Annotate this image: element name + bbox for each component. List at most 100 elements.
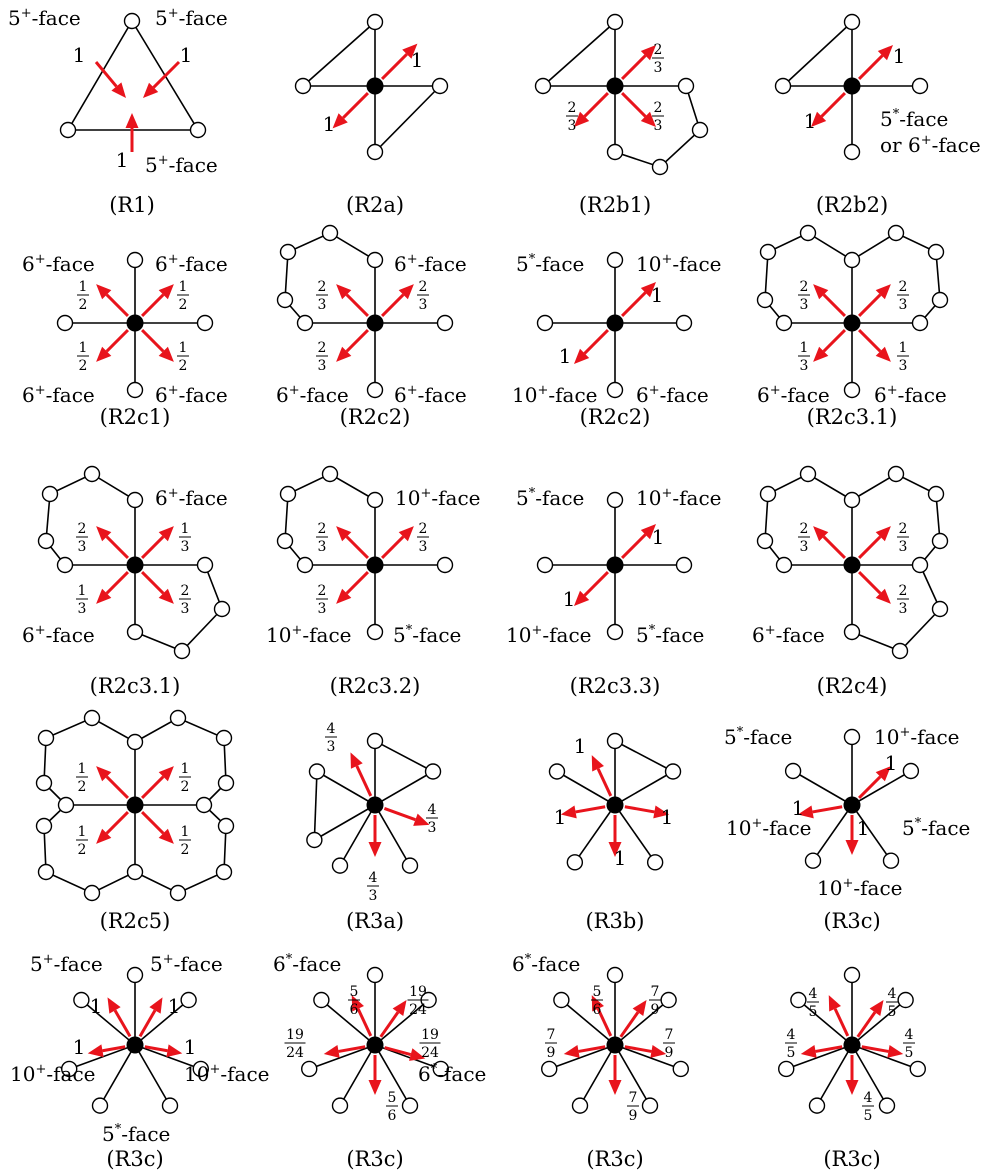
svg-text:1: 1 (78, 583, 87, 599)
graph-vertex (878, 1097, 896, 1114)
graph-edge (851, 1044, 888, 1107)
graph-vertex (534, 77, 552, 95)
face-type-label: or 6+-face (880, 133, 981, 157)
graph-vertex (641, 1097, 659, 1114)
svg-text:6: 6 (350, 1002, 359, 1018)
svg-text:1: 1 (179, 279, 188, 295)
charge-arrow (624, 1045, 667, 1058)
svg-text:1: 1 (651, 283, 664, 307)
svg-text:2: 2 (318, 340, 327, 356)
graph-vertex (664, 763, 682, 780)
graph-vertex (57, 796, 75, 814)
graph-edge (80, 999, 136, 1046)
svg-text:3: 3 (181, 539, 190, 555)
svg-text:1: 1 (184, 1035, 197, 1059)
svg-text:6: 6 (388, 1108, 397, 1124)
graph-vertex (126, 966, 144, 984)
center-vertex (366, 314, 384, 332)
svg-text:4: 4 (864, 1090, 873, 1106)
graph-vertex (126, 491, 144, 509)
charge-arrow (323, 1045, 366, 1058)
charge-value: 1 (180, 43, 193, 67)
svg-text:3: 3 (78, 539, 87, 555)
face-type-label: 6+-face (22, 383, 95, 407)
svg-text:3: 3 (181, 601, 190, 617)
graph-vertex (931, 291, 949, 309)
graph-vertex (213, 600, 231, 618)
charge-value: 45 (903, 1027, 915, 1061)
center-vertex (606, 77, 624, 95)
svg-text:2: 2 (899, 279, 908, 295)
svg-text:3: 3 (899, 539, 908, 555)
graph-vertex (73, 991, 90, 1009)
center-vertex (606, 1036, 624, 1054)
svg-text:1: 1 (885, 751, 898, 775)
charge-value: 56 (386, 1090, 398, 1124)
svg-text:3: 3 (568, 118, 577, 134)
rule-caption: (R3c) (823, 1147, 880, 1171)
svg-text:5: 5 (593, 984, 602, 1000)
center-vertex (606, 796, 624, 814)
svg-text:1: 1 (563, 587, 576, 611)
face-type-label: 5*-face (636, 623, 704, 647)
charge-arrow (381, 526, 414, 559)
face-type-label: 5+-face (150, 952, 223, 976)
center-vertex (366, 796, 384, 814)
svg-text:3: 3 (318, 539, 327, 555)
charge-value: 1 (804, 109, 817, 133)
svg-text:2: 2 (419, 521, 428, 537)
svg-text:1: 1 (800, 340, 809, 356)
charge-arrow (797, 805, 843, 819)
graph-vertex (83, 884, 101, 902)
rule-caption: (R2c3.1) (807, 405, 898, 429)
graph-edge (782, 21, 853, 87)
graph-vertex (756, 532, 774, 550)
graph-edge (851, 1044, 919, 1070)
graph-vertex (843, 143, 861, 161)
face-type-label: 6+-face (752, 623, 825, 647)
rule-panel: 5*-face 10+-face 10+-face 6+-face 1 1 (R2c2) (512, 251, 721, 429)
graph-vertex (83, 465, 101, 483)
graph-vertex (436, 556, 454, 574)
svg-text:1: 1 (181, 521, 190, 537)
charge-arrow (350, 752, 373, 797)
graph-edge (548, 1044, 616, 1070)
face-type-label: 6*-face (512, 952, 580, 976)
svg-text:3: 3 (800, 539, 809, 555)
face-type-label: 6+-face (22, 252, 95, 276)
charge-arrow (141, 526, 174, 559)
graph-vertex (553, 991, 570, 1009)
graph-vertex (37, 863, 55, 881)
center-vertex (843, 1036, 861, 1054)
graph-edge (68, 1044, 136, 1070)
svg-text:2: 2 (78, 779, 87, 795)
charge-value: 56 (591, 984, 603, 1018)
charge-value: 23 (897, 279, 909, 313)
svg-text:19: 19 (421, 1027, 439, 1043)
face-type-label: 6+-face (874, 383, 947, 407)
svg-text:24: 24 (409, 1002, 427, 1018)
graph-edge (374, 804, 411, 867)
graph-edge (812, 804, 853, 862)
svg-text:3: 3 (78, 601, 87, 617)
svg-text:9: 9 (651, 1002, 660, 1018)
rule-caption: (R2c4) (817, 674, 888, 698)
charge-value: 1 (652, 525, 665, 549)
charge-value: 1 (661, 805, 674, 829)
graph-edge (785, 1044, 853, 1070)
charge-value: 23 (566, 100, 578, 134)
svg-text:1: 1 (78, 761, 87, 777)
charge-arrow (858, 571, 891, 604)
face-type-label: 10+-face (184, 1062, 269, 1086)
graph-vertex (126, 623, 144, 641)
graph-edge (308, 1044, 376, 1070)
face-type-label: 10+-face (512, 383, 597, 407)
graph-vertex (756, 291, 774, 309)
rule-caption: (R2b2) (816, 193, 888, 217)
graph-edge (579, 1044, 616, 1107)
graph-edge (374, 85, 441, 153)
graph-vertex (887, 224, 905, 242)
center-vertex (126, 314, 144, 332)
